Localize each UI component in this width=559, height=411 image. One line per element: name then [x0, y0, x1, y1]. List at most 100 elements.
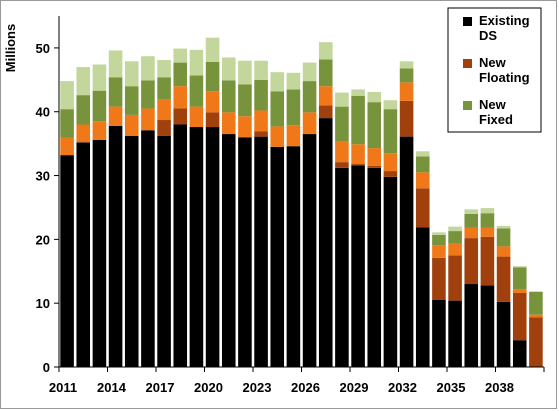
- bar-segment-new-fixed: [76, 95, 91, 125]
- bar-segment-new-orange: [432, 245, 446, 258]
- bar-segment-new-light: [448, 226, 462, 232]
- bar-segment-new-light: [318, 42, 333, 60]
- bar-segment-new-fixed: [496, 228, 511, 247]
- bar-segment-new-fixed: [415, 156, 430, 173]
- bar-segment-existing-ds: [173, 124, 188, 368]
- bar-segment-existing-ds: [415, 227, 430, 367]
- x-tick-label: 2035: [437, 380, 466, 395]
- x-tick-label: 2014: [97, 380, 127, 395]
- bar-segment-new-orange: [512, 289, 527, 293]
- bar-segment-existing-ds: [108, 125, 123, 368]
- bar-segment-new-fixed: [512, 267, 527, 290]
- bar-segment-existing-ds: [351, 165, 365, 367]
- bar-segment-existing-ds: [302, 134, 317, 367]
- bar-segment-new-orange: [335, 141, 349, 163]
- bar-segment-new-floating: [205, 112, 220, 128]
- bar-segment-new-orange: [76, 124, 91, 143]
- bar-segment-existing-ds: [124, 135, 139, 367]
- bar-segment-new-orange: [496, 246, 511, 257]
- bar-segment-new-orange: [238, 116, 252, 138]
- bar-segment-new-light: [60, 81, 74, 110]
- bar-segment-new-orange: [399, 82, 414, 101]
- bar-segment-new-fixed: [286, 89, 301, 126]
- bar-segment-new-fixed: [141, 80, 155, 109]
- bar-segment-new-orange: [60, 137, 74, 156]
- bar-segment-new-fixed: [383, 109, 398, 154]
- bar-segment-existing-ds: [92, 139, 107, 367]
- bar-segment-new-fixed: [480, 213, 495, 228]
- y-tick-label: 40: [36, 105, 50, 120]
- bar-segment-new-orange: [318, 86, 333, 106]
- y-tick-label: 50: [36, 41, 50, 56]
- bar-segment-new-floating: [157, 120, 171, 136]
- bar-segment-existing-ds: [286, 146, 301, 367]
- legend-label: Fixed: [479, 112, 513, 127]
- bar-segment-existing-ds: [189, 127, 204, 367]
- bar-segment-new-light: [399, 61, 414, 69]
- y-tick-label: 10: [36, 296, 50, 311]
- bar-segment-new-orange: [383, 153, 398, 172]
- bar-segment-new-fixed: [432, 234, 446, 246]
- bar-segment-new-floating: [529, 317, 543, 367]
- bar-segment-new-fixed: [205, 61, 220, 92]
- bar-segment-new-fixed: [529, 291, 543, 315]
- legend-label: Existing: [479, 13, 530, 28]
- bar-segment-existing-ds: [464, 284, 479, 367]
- bar-segment-new-light: [238, 60, 252, 85]
- bar-segment-new-orange: [286, 125, 301, 147]
- bar-segment-new-orange: [254, 110, 268, 132]
- bar-segment-new-light: [351, 89, 365, 96]
- bar-segment-existing-ds: [205, 127, 220, 367]
- bar-segment-new-orange: [157, 98, 171, 121]
- bar-segment-new-light: [286, 72, 301, 90]
- bar-segment-existing-ds: [480, 285, 495, 367]
- bar-segment-new-light: [124, 61, 139, 87]
- bar-segment-new-fixed: [302, 81, 317, 113]
- x-tick-label: 2032: [388, 380, 417, 395]
- bar-segment-new-light: [270, 72, 285, 92]
- bar-segment-new-fixed: [124, 86, 139, 115]
- legend-label: Floating: [479, 70, 530, 85]
- bar-segment-new-orange: [221, 112, 236, 135]
- bar-segment-existing-ds: [399, 136, 414, 367]
- bar-segment-new-fixed: [92, 90, 107, 122]
- bar-segment-new-floating: [448, 255, 462, 301]
- legend-label: New: [479, 97, 507, 112]
- bar-segment-new-orange: [351, 144, 365, 165]
- bar-segment-new-orange: [124, 114, 139, 136]
- bar-segment-new-orange: [480, 227, 495, 237]
- x-tick-label: 2017: [146, 380, 175, 395]
- bar-segment-new-light: [205, 37, 220, 62]
- bar-segment-new-fixed: [108, 77, 123, 107]
- x-tick-label: 2023: [243, 380, 272, 395]
- bar-segment-new-orange: [415, 172, 430, 189]
- bar-segment-new-fixed: [254, 79, 268, 111]
- bar-segment-new-orange: [205, 91, 220, 113]
- bar-segment-new-fixed: [238, 84, 252, 117]
- bar-segment-existing-ds: [448, 300, 462, 367]
- bar-segment-new-light: [189, 49, 204, 76]
- legend-swatch: [463, 101, 472, 110]
- bar-segment-new-fixed: [221, 80, 236, 113]
- bar-segment-new-light: [173, 48, 188, 63]
- bar-segment-new-light: [76, 67, 91, 96]
- bar-segment-new-floating: [351, 164, 365, 166]
- bar-segment-new-light: [221, 57, 236, 81]
- bar-segment-new-fixed: [448, 231, 462, 244]
- bar-segment-new-light: [432, 232, 446, 235]
- x-tick-label: 2011: [49, 380, 77, 395]
- y-tick-label: 30: [36, 169, 50, 184]
- bar-segment-new-orange: [189, 106, 204, 128]
- bar-segment-new-fixed: [351, 95, 365, 145]
- bar-segment-new-orange: [108, 106, 123, 126]
- bar-segment-new-fixed: [157, 77, 171, 99]
- bar-segment-new-fixed: [270, 91, 285, 127]
- bar-segment-new-floating: [464, 238, 479, 285]
- bar-segment-new-light: [512, 266, 527, 268]
- y-tick-label: 20: [36, 232, 50, 247]
- bar-segment-new-fixed: [464, 213, 479, 228]
- bar-segment-new-floating: [254, 131, 268, 137]
- bar-segment-new-floating: [335, 162, 349, 168]
- legend-box: [447, 7, 542, 133]
